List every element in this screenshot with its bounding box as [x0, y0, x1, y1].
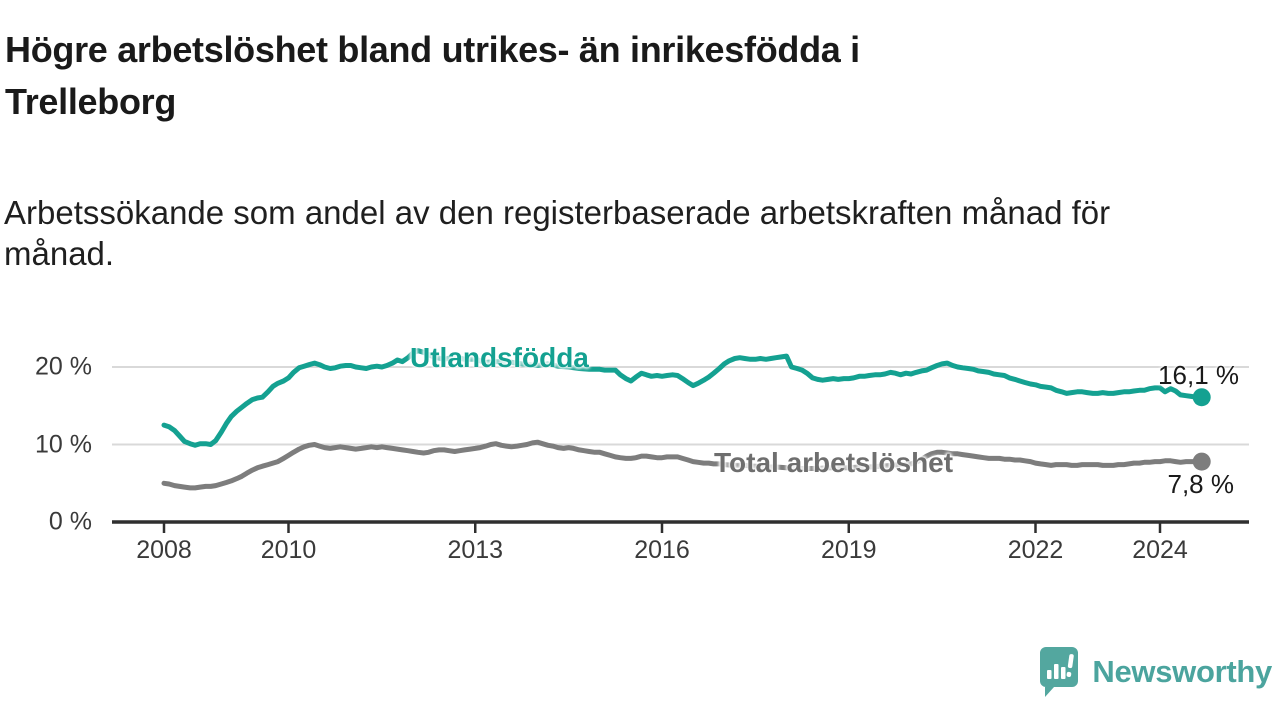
chart-title-line1: Högre arbetslöshet bland utrikes- än inr… [5, 29, 860, 70]
y-tick-label-20: 20 % [35, 352, 92, 381]
x-tick-label-2024: 2024 [1132, 536, 1188, 564]
total-arbetsloshet-end-dot [1192, 452, 1211, 471]
bar-icon-2 [1054, 664, 1059, 679]
exclamation-icon [1066, 654, 1075, 677]
total-arbetsloshet-end-value-label: 7,8 % [1167, 469, 1235, 499]
utlandsfodda-line [161, 348, 1205, 448]
bar-icon-3 [1061, 667, 1066, 679]
chart-title-line2: Trelleborg [5, 81, 177, 122]
chart-subtitle-line1: Arbetssökande som andel av den registerb… [4, 194, 1111, 231]
newsworthy-logo-icon [1040, 647, 1079, 697]
bar-icon-1 [1047, 670, 1052, 679]
total-arbetsloshet-line [161, 439, 1205, 491]
x-tick-label-2013: 2013 [447, 536, 504, 564]
x-axis-ticks [162, 523, 1162, 533]
utlandsfodda-end-dot [1192, 388, 1211, 407]
x-tick-label-2008: 2008 [136, 536, 192, 564]
chart-title: Högre arbetslöshet bland utrikes- än inr… [5, 24, 1245, 128]
chart-subtitle: Arbetssökande som andel av den registerb… [4, 192, 1244, 274]
x-tick-label-2010: 2010 [260, 536, 317, 564]
newsworthy-logo: Newsworthy [1038, 645, 1272, 699]
speech-bubble-shape [1040, 647, 1079, 697]
y-tick-label-0: 0 % [48, 507, 92, 536]
y-tick-label-10: 10 % [35, 430, 92, 458]
newsworthy-logo-text: Newsworthy [1092, 654, 1272, 689]
x-tick-label-2016: 2016 [634, 536, 690, 564]
x-tick-label-2019: 2019 [820, 536, 877, 564]
utlandsfodda-series-label: Utlandsfödda [410, 342, 589, 373]
chart-subtitle-line2: månad. [4, 235, 115, 272]
utlandsfodda-end-value-label: 16,1 % [1158, 360, 1239, 390]
x-tick-label-2022: 2022 [1007, 536, 1064, 564]
total-arbetsloshet-series-label: Total arbetslöshet [714, 447, 954, 478]
